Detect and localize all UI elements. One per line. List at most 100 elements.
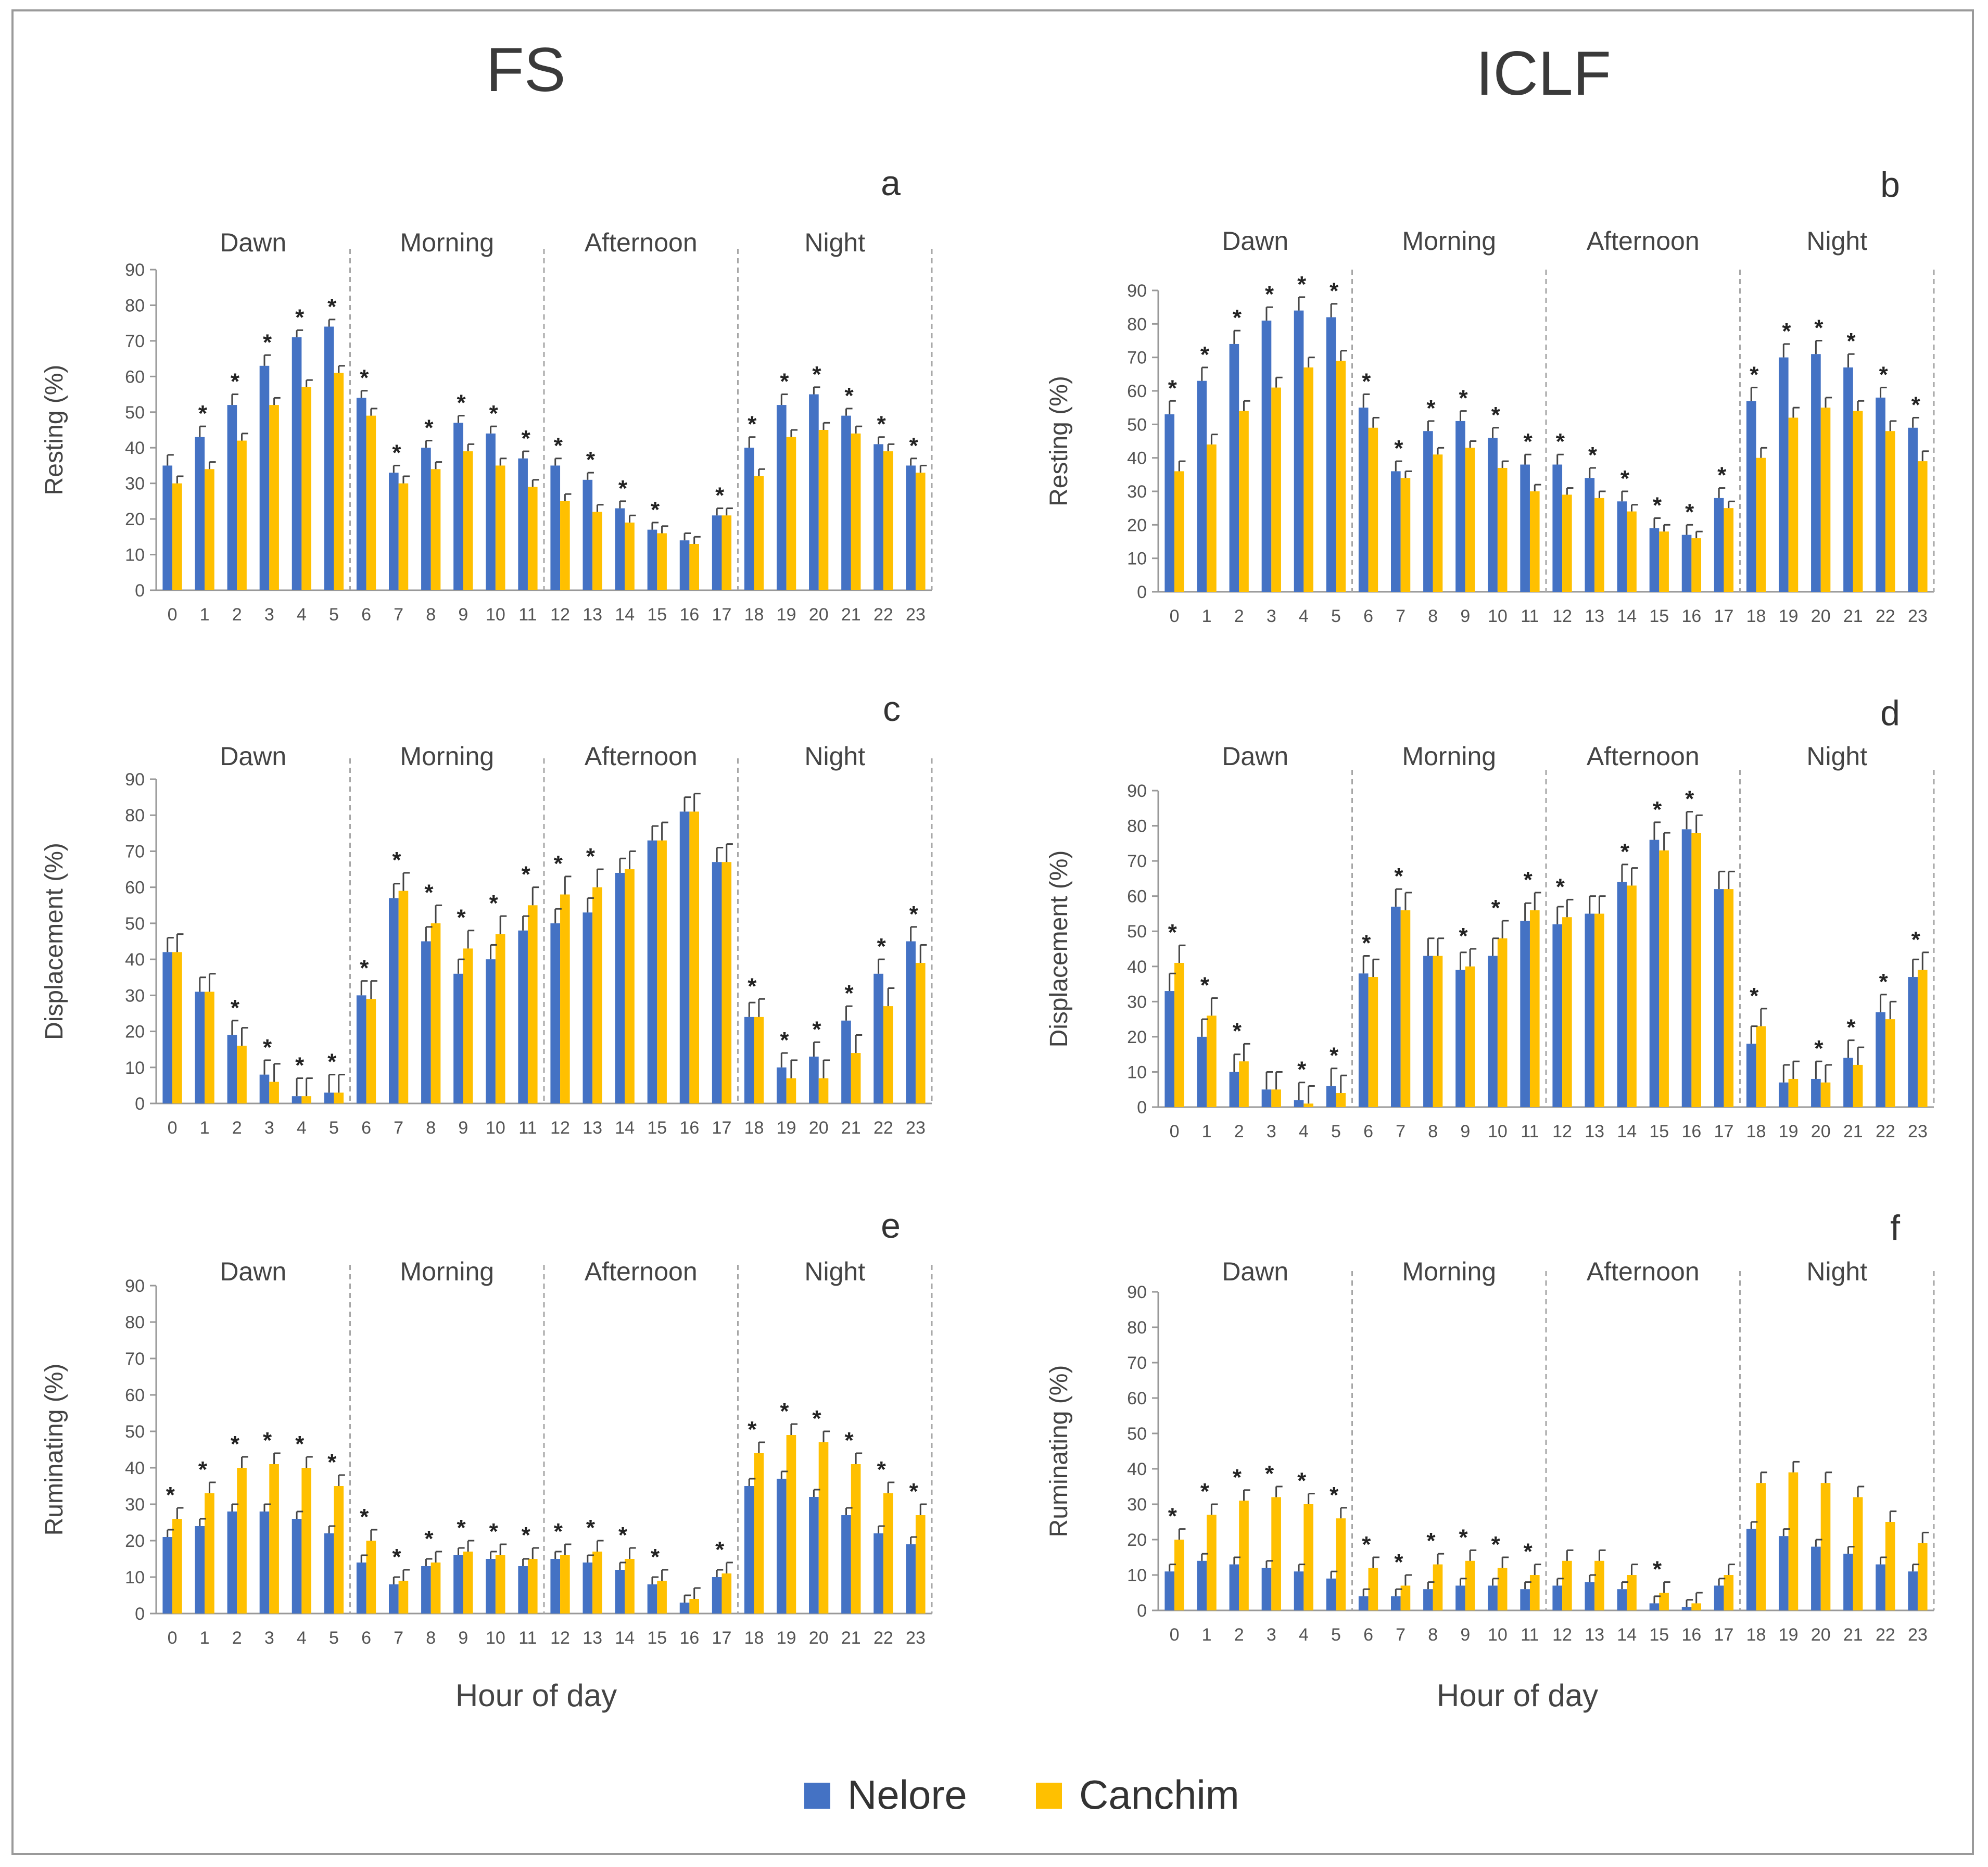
bar-nelore	[873, 1533, 883, 1614]
bar-canchim	[721, 1573, 732, 1614]
bar-nelore	[873, 444, 883, 590]
x-tick-label: 15	[647, 605, 667, 625]
significance-star: *	[1394, 1550, 1403, 1575]
significance-star: *	[392, 1544, 401, 1570]
bar-nelore	[1164, 414, 1175, 592]
bar-nelore	[195, 437, 205, 590]
y-tick-label: 20	[125, 510, 145, 529]
significance-star: *	[1168, 375, 1177, 401]
x-tick-label: 13	[583, 1628, 602, 1648]
x-tick-label: 4	[297, 605, 307, 625]
significance-star: *	[1459, 386, 1468, 411]
x-tick-label: 14	[615, 1118, 635, 1138]
y-axis-title-b: Resting (%)	[1045, 376, 1073, 506]
significance-star: *	[522, 862, 531, 887]
bar-canchim	[495, 465, 505, 590]
bar-canchim	[430, 1563, 441, 1614]
y-axis-title-a: Resting (%)	[41, 365, 68, 496]
bar-canchim	[366, 1541, 376, 1614]
bar-nelore	[1811, 1078, 1821, 1107]
x-tick-label: 18	[1746, 1122, 1766, 1141]
bar-nelore	[1876, 1564, 1885, 1610]
significance-star: *	[327, 294, 337, 320]
bar-canchim	[1336, 1093, 1346, 1107]
bar-nelore	[550, 1559, 561, 1614]
bar-nelore	[583, 479, 593, 590]
period-label-morning: Morning	[400, 228, 494, 257]
significance-star: *	[424, 1526, 434, 1552]
column-title-iclf: ICLF	[1476, 39, 1611, 108]
y-tick-label: 80	[125, 1313, 145, 1332]
significance-star: *	[748, 1417, 757, 1442]
x-tick-label: 1	[1202, 1625, 1212, 1645]
bar-nelore	[259, 1074, 270, 1103]
bar-canchim	[1659, 1593, 1669, 1610]
period-label-morning: Morning	[1402, 1257, 1496, 1286]
significance-star: *	[522, 1522, 531, 1548]
y-tick-label: 40	[1127, 957, 1147, 977]
bar-nelore	[1455, 970, 1465, 1107]
bar-canchim	[269, 405, 279, 590]
bar-nelore	[1261, 320, 1272, 592]
x-axis-title-iclf: Hour of day	[1437, 1678, 1598, 1713]
significance-star: *	[1524, 867, 1533, 893]
x-tick-label: 0	[168, 1118, 178, 1138]
significance-star: *	[1233, 1465, 1242, 1490]
bar-canchim	[1627, 1575, 1637, 1610]
significance-star: *	[1297, 1468, 1307, 1494]
bar-canchim	[269, 1464, 279, 1614]
bar-nelore	[1229, 1072, 1239, 1107]
significance-star: *	[1879, 362, 1889, 388]
bar-canchim	[366, 415, 376, 590]
bar-nelore	[906, 1544, 916, 1614]
bar-nelore	[906, 465, 916, 590]
x-tick-label: 11	[518, 1118, 537, 1138]
bar-nelore	[1779, 1536, 1789, 1610]
bar-canchim	[1271, 1089, 1281, 1107]
bar-canchim	[1853, 411, 1863, 592]
bar-nelore	[421, 1566, 431, 1614]
bar-nelore	[1455, 1585, 1465, 1610]
period-label-afternoon: Afternoon	[1587, 742, 1700, 771]
bar-nelore	[809, 1057, 819, 1103]
bar-nelore	[1779, 357, 1789, 592]
bar-canchim	[1400, 910, 1411, 1107]
bar-canchim	[1497, 1568, 1508, 1610]
bar-nelore	[809, 1497, 819, 1614]
bar-canchim	[172, 483, 182, 590]
y-tick-label: 60	[1127, 887, 1147, 907]
bar-nelore	[1229, 1564, 1239, 1610]
bar-canchim	[1433, 956, 1443, 1107]
bar-canchim	[1917, 970, 1928, 1107]
significance-star: *	[1685, 499, 1694, 525]
legend-swatch-canchim	[1036, 1783, 1062, 1809]
bar-canchim	[463, 451, 473, 590]
significance-star: *	[1524, 429, 1533, 454]
significance-star: *	[1879, 969, 1889, 995]
period-label-night: Night	[804, 228, 865, 257]
x-tick-label: 19	[777, 605, 796, 625]
period-label-dawn: Dawn	[1222, 226, 1288, 256]
bar-nelore	[1455, 421, 1465, 592]
bar-canchim	[1562, 494, 1572, 592]
bar-canchim	[1724, 1575, 1734, 1610]
significance-star: *	[1847, 1015, 1856, 1040]
period-label-morning: Morning	[1402, 742, 1496, 771]
x-tick-label: 6	[361, 1628, 371, 1648]
panel-letter-d: d	[1880, 693, 1900, 733]
x-tick-label: 23	[906, 1118, 926, 1138]
y-tick-label: 20	[1127, 1027, 1147, 1047]
significance-star: *	[715, 483, 725, 509]
y-tick-label: 90	[1127, 281, 1147, 301]
bar-nelore	[1876, 1012, 1885, 1107]
bar-nelore	[518, 1566, 528, 1614]
x-tick-label: 20	[1811, 606, 1831, 626]
x-tick-label: 0	[1170, 606, 1180, 626]
x-tick-label: 13	[583, 605, 602, 625]
significance-star: *	[554, 1519, 563, 1544]
bar-canchim	[883, 451, 893, 590]
y-axis-title-c: Displacement (%)	[41, 843, 68, 1040]
x-tick-label: 1	[200, 605, 210, 625]
bar-nelore	[550, 465, 561, 590]
bar-nelore	[324, 1533, 334, 1614]
